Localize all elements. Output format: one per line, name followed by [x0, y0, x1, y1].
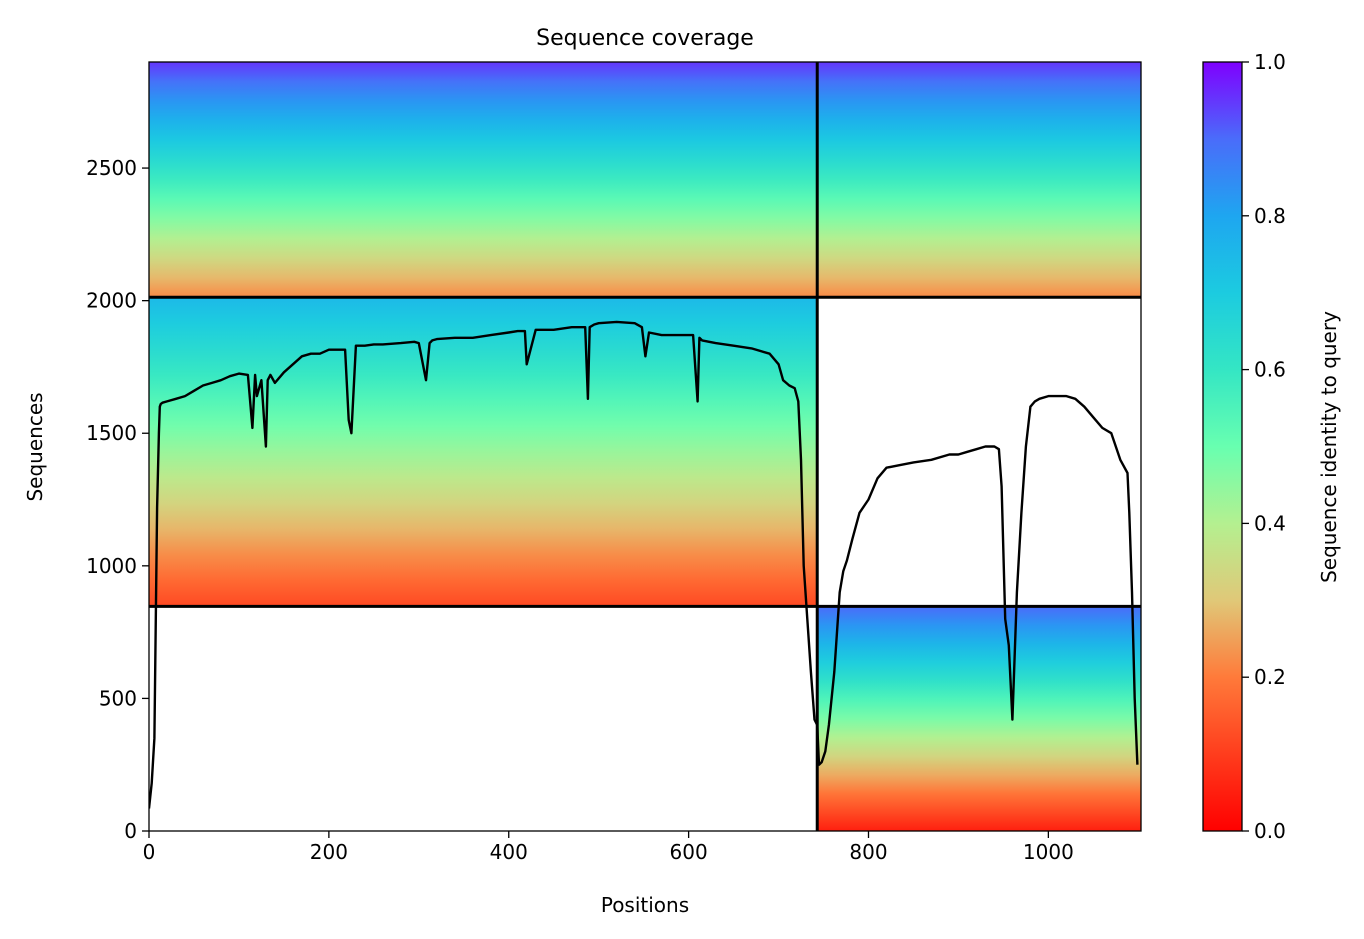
x-tick-label: 0 — [143, 840, 156, 864]
colorbar — [1202, 61, 1243, 832]
colorbar-tick-label: 1.0 — [1254, 50, 1286, 74]
coverage-block — [817, 606, 1141, 831]
colorbar-tick-label: 0.8 — [1254, 204, 1286, 228]
y-tick-label: 1500 — [86, 421, 137, 445]
x-tick-label: 800 — [849, 840, 887, 864]
coverage-block — [149, 62, 1141, 298]
y-axis-ticks: 0 500 1000 1500 2000 2500 — [86, 156, 149, 843]
block-boundaries — [149, 62, 1141, 831]
x-tick-label: 400 — [490, 840, 528, 864]
coverage-block — [149, 297, 818, 607]
y-tick-label: 2500 — [86, 156, 137, 180]
y-tick-label: 0 — [124, 819, 137, 843]
x-axis-ticks: 0 200 400 600 800 1000 — [143, 831, 1074, 864]
x-tick-label: 1000 — [1023, 840, 1074, 864]
colorbar-tick-label: 0.6 — [1254, 358, 1286, 382]
colorbar-label: Sequence identity to query — [1317, 311, 1341, 583]
chart-title: Sequence coverage — [536, 26, 754, 51]
x-tick-label: 600 — [670, 840, 708, 864]
plot-frame — [148, 61, 1142, 832]
coverage-heatmap-blocks — [149, 62, 1141, 831]
x-tick-label: 200 — [310, 840, 348, 864]
y-tick-label: 500 — [99, 686, 137, 710]
colorbar-tick-label: 0.4 — [1254, 511, 1286, 535]
colorbar-ticks: 0.0 0.2 0.4 0.6 0.8 1.0 — [1242, 50, 1286, 843]
y-tick-label: 2000 — [86, 289, 137, 313]
y-axis-label: Sequences — [23, 392, 47, 501]
colorbar-tick-label: 0.0 — [1254, 819, 1286, 843]
coverage-line — [149, 320, 1139, 809]
x-axis-label: Positions — [601, 893, 689, 917]
colorbar-tick-label: 0.2 — [1254, 665, 1286, 689]
y-tick-label: 1000 — [86, 554, 137, 578]
